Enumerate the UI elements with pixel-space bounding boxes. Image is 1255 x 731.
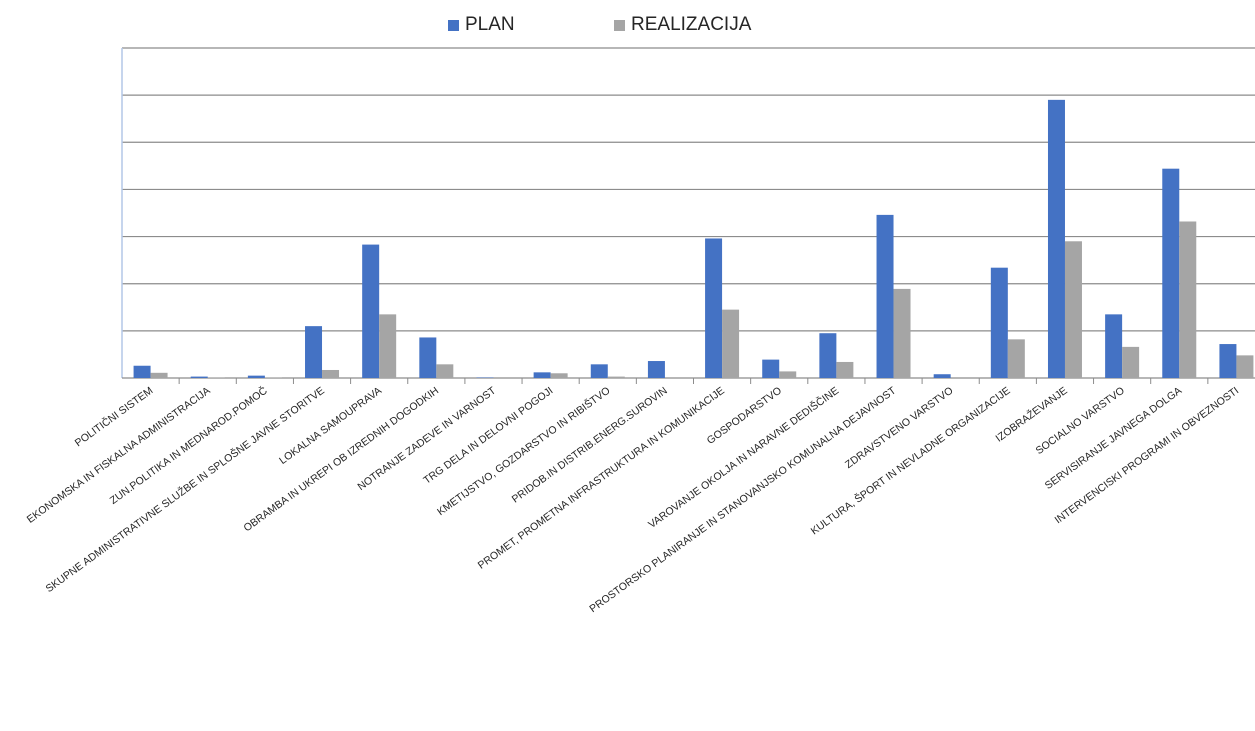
legend-item-plan: PLAN — [448, 14, 515, 36]
bar-plan — [533, 372, 551, 378]
bar-plan — [1047, 99, 1065, 378]
bar-realizacija — [893, 288, 911, 378]
x-tick-label: ZDRAVSTVENO VARSTVO — [843, 385, 955, 471]
bar-plan — [305, 326, 323, 378]
bar-realizacija — [1007, 339, 1025, 378]
bar-realizacija — [150, 372, 168, 378]
bar-realizacija — [322, 369, 340, 378]
x-tick-label: OBRAMBA IN UKREPI OB IZREDNIH DOGODKIH — [241, 385, 441, 535]
bar-plan — [876, 214, 894, 378]
bar-plan — [247, 375, 265, 378]
bar-plan — [1162, 168, 1180, 378]
bar-plan — [1219, 344, 1237, 378]
x-tick-label: KULTURA, ŠPORT IN NEVLADNE ORGANIZACIJE — [808, 384, 1012, 538]
bar-plan — [819, 333, 837, 378]
bar-realizacija — [722, 309, 740, 378]
x-tick-label: VAROVANJE OKOLJA IN NARAVNE DEDIŠČINE — [646, 384, 842, 531]
bar-realizacija — [779, 371, 797, 378]
bar-plan — [990, 267, 1008, 378]
x-tick-label: SKUPNE ADMINISTRATIVNE SLUŽBE IN SPLOŠNE… — [43, 384, 327, 595]
bar-plan — [933, 374, 951, 378]
bar-plan — [647, 361, 665, 378]
bar-realizacija — [1236, 355, 1254, 378]
bar-plan — [190, 376, 208, 378]
legend-label-realizacija: REALIZACIJA — [631, 14, 752, 35]
legend-item-realizacija: REALIZACIJA — [614, 14, 751, 36]
bar-realizacija — [1122, 346, 1140, 378]
bar-realizacija — [1179, 221, 1197, 378]
x-tick-label: LOKALNA SAMOUPRAVA — [277, 385, 384, 467]
bar-realizacija — [1064, 241, 1082, 378]
bar-realizacija — [550, 373, 568, 378]
chart-legend: PLAN REALIZACIJA — [0, 14, 1255, 42]
bar-plan — [762, 359, 780, 378]
bar-realizacija — [607, 376, 625, 378]
bar-realizacija — [836, 361, 854, 378]
legend-swatch-realizacija — [614, 19, 625, 31]
bar-plan — [362, 244, 380, 378]
legend-swatch-plan — [448, 19, 459, 31]
bar-plan — [590, 364, 608, 378]
bar-plan — [705, 238, 723, 378]
bar-realizacija — [379, 314, 397, 378]
bar-plan — [419, 337, 437, 378]
bar-plan — [133, 365, 151, 378]
bar-plan — [1105, 314, 1123, 378]
legend-label-plan: PLAN — [465, 14, 515, 35]
bar-realizacija — [436, 364, 454, 378]
